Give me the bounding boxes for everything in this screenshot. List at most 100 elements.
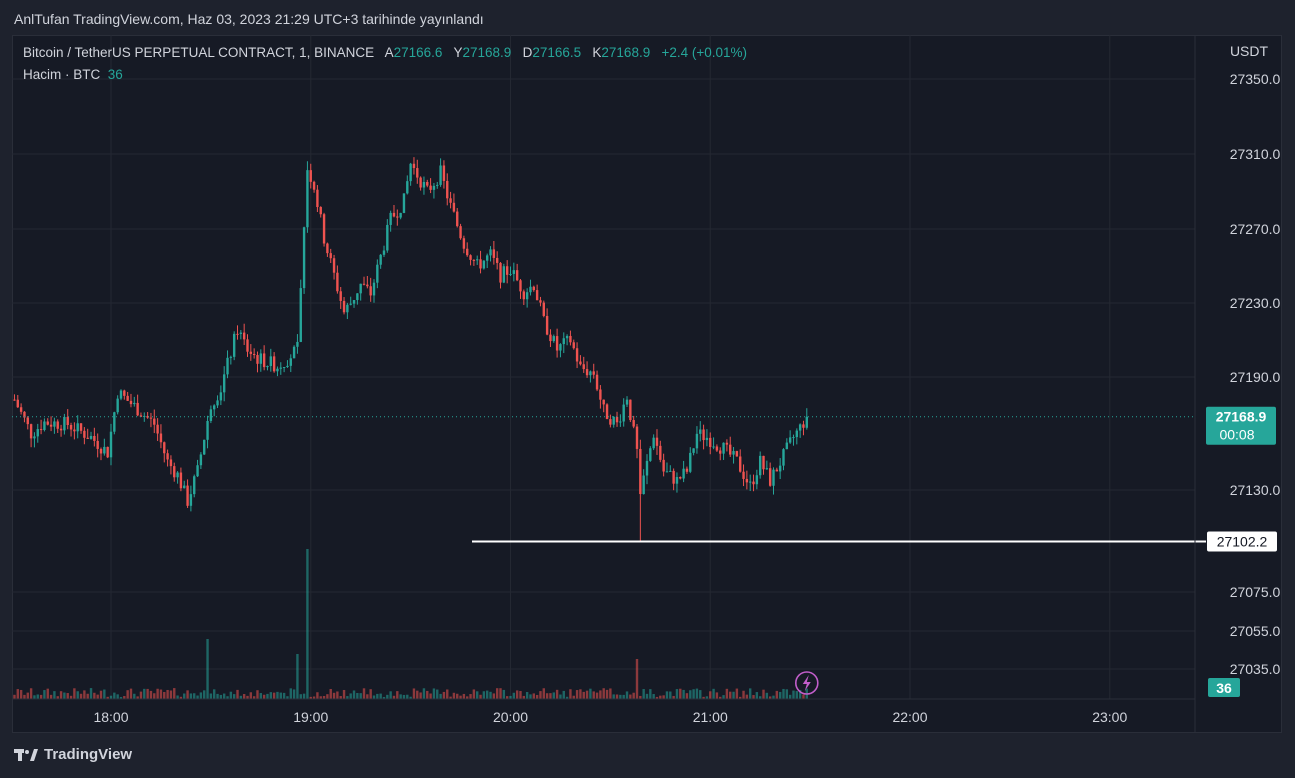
volume-bar bbox=[712, 688, 715, 699]
time-tick-label: 23:00 bbox=[1092, 709, 1127, 725]
volume-bar bbox=[655, 696, 659, 699]
volume-bar bbox=[625, 691, 629, 699]
tradingview-logo-icon bbox=[14, 748, 38, 761]
volume-bar bbox=[499, 688, 502, 699]
volume-bar bbox=[552, 692, 555, 699]
volume-bar bbox=[762, 689, 765, 699]
candle-body bbox=[592, 371, 595, 375]
candle-body bbox=[542, 302, 545, 316]
candle-body bbox=[479, 259, 482, 269]
volume-bar bbox=[59, 691, 63, 699]
volume-bar bbox=[196, 695, 199, 699]
candle-body bbox=[549, 334, 552, 342]
volume-bar bbox=[675, 689, 679, 699]
candle-body bbox=[602, 399, 605, 405]
candle-body bbox=[193, 476, 196, 495]
symbol-legend: Bitcoin / TetherUS PERPETUAL CONTRACT, 1… bbox=[23, 45, 747, 60]
volume-bar bbox=[272, 692, 276, 699]
candle-body bbox=[519, 280, 522, 292]
open-label: A bbox=[384, 45, 394, 60]
volume-bar bbox=[326, 694, 329, 699]
volume-bar bbox=[16, 689, 19, 699]
candle-body bbox=[755, 475, 759, 485]
candle-body bbox=[499, 262, 502, 283]
candle-body bbox=[792, 437, 795, 439]
volume-bar bbox=[446, 689, 449, 699]
candle-body bbox=[73, 429, 76, 432]
candle-body bbox=[79, 423, 83, 431]
volume-bar bbox=[213, 689, 216, 699]
volume-bar bbox=[386, 694, 389, 699]
price-tick-label: 27035.0 bbox=[1230, 661, 1281, 677]
volume-bar bbox=[282, 692, 286, 699]
volume-bar bbox=[782, 688, 785, 699]
candle-body bbox=[476, 259, 479, 261]
volume-bar bbox=[99, 690, 103, 699]
candle-body bbox=[505, 266, 509, 275]
candle-body bbox=[419, 177, 422, 188]
volume-bar bbox=[369, 689, 372, 699]
candle-body bbox=[462, 238, 466, 249]
volume-bar bbox=[589, 688, 592, 699]
candle-body bbox=[389, 212, 392, 225]
volume-bar bbox=[136, 696, 139, 699]
candle-body bbox=[749, 481, 752, 483]
lightning-icon bbox=[794, 671, 819, 695]
candle-body bbox=[232, 333, 236, 357]
candle-body bbox=[256, 355, 259, 364]
candles bbox=[13, 157, 808, 542]
volume-bar bbox=[572, 695, 575, 699]
volume-bar bbox=[329, 688, 332, 699]
volume-bar bbox=[113, 692, 116, 699]
candle-body bbox=[396, 216, 399, 218]
candle-body bbox=[795, 430, 799, 438]
volume-bar bbox=[798, 690, 802, 699]
candle-body bbox=[163, 442, 166, 454]
volume-bar bbox=[19, 689, 23, 699]
candle-body bbox=[296, 341, 299, 347]
candle-body bbox=[619, 421, 622, 423]
price-tick-label: 27310.0 bbox=[1230, 146, 1281, 162]
candle-body bbox=[326, 243, 329, 254]
candle-body bbox=[362, 283, 366, 285]
volume-bar bbox=[379, 693, 382, 699]
volume-bar bbox=[605, 689, 609, 699]
volume-bar bbox=[679, 688, 682, 699]
candle-body bbox=[99, 448, 103, 454]
candle-body bbox=[582, 364, 585, 370]
volume-bar bbox=[219, 694, 223, 699]
last-price-badge bbox=[1206, 406, 1276, 445]
volume-bar bbox=[592, 691, 595, 699]
candle-body bbox=[139, 415, 143, 417]
horizontal-line-label: 27102.2 bbox=[1217, 534, 1268, 550]
volume-bar bbox=[635, 659, 639, 699]
volume-bar bbox=[399, 694, 402, 699]
candle-body bbox=[282, 366, 286, 368]
lightning-bolt-icon bbox=[802, 675, 811, 691]
volume-bar bbox=[176, 695, 179, 699]
volume-bar bbox=[422, 688, 426, 699]
volume-bar bbox=[495, 688, 499, 699]
candle-body bbox=[635, 426, 639, 449]
countdown-label: 00:08 bbox=[1219, 427, 1254, 443]
volume-bar bbox=[549, 693, 552, 699]
volume-bar bbox=[649, 689, 652, 699]
volume-bar bbox=[732, 691, 735, 699]
candle-body bbox=[379, 254, 382, 265]
volume-bar bbox=[349, 693, 352, 699]
candle-body bbox=[685, 468, 689, 472]
volume-badge bbox=[1208, 678, 1240, 697]
price-tick-label: 27055.0 bbox=[1230, 623, 1281, 639]
volume-bar bbox=[749, 688, 752, 699]
volume-bar bbox=[652, 694, 655, 699]
volume-bar bbox=[502, 689, 506, 699]
volume-bar bbox=[672, 695, 675, 699]
candle-body bbox=[276, 368, 279, 372]
candle-body bbox=[778, 465, 782, 472]
volume-bar bbox=[173, 688, 176, 699]
candle-body bbox=[672, 470, 675, 484]
price-chart[interactable]: 27168.9 00:08 27102.2 36 27350.0 27310.0 2727… bbox=[12, 35, 1282, 733]
brand-footer[interactable]: TradingView bbox=[14, 746, 132, 763]
volume-bar bbox=[429, 693, 432, 699]
candle-body bbox=[585, 369, 589, 376]
